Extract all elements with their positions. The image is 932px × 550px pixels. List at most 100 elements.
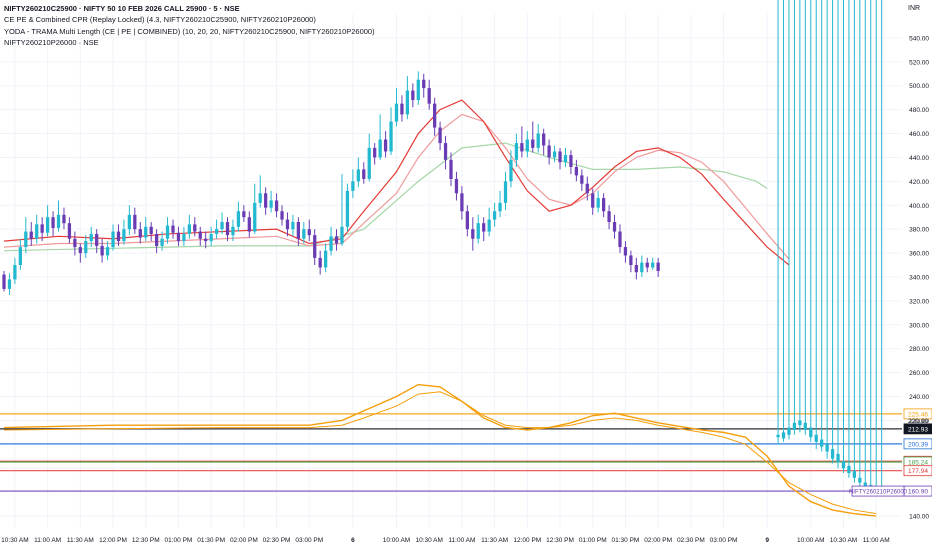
x-tick-label: 02:30 PM — [677, 537, 705, 544]
candle-body — [7, 279, 12, 289]
candle-body — [367, 147, 371, 179]
candle-body — [634, 265, 638, 273]
candle-body — [405, 90, 410, 115]
candle-body — [111, 231, 115, 248]
symbol-title[interactable]: NIFTY260210C25900 · NIFTY 50 10 FEB 2026… — [4, 4, 240, 13]
candle-body — [585, 183, 589, 194]
candle-body — [558, 151, 562, 163]
chart-grid — [0, 14, 902, 528]
candle-body — [307, 229, 311, 236]
level-tag-text: 212.93 — [908, 426, 928, 433]
candle-body — [863, 482, 867, 488]
y-tick-label: 520.00 — [909, 59, 929, 66]
x-tick-label: 02:00 PM — [644, 537, 672, 544]
y-tick-label: 420.00 — [909, 179, 929, 186]
candle-body — [841, 461, 846, 469]
candle-body — [492, 211, 497, 220]
currency-label[interactable]: INR — [908, 5, 921, 12]
candle-body — [236, 211, 241, 227]
candle-body — [138, 229, 142, 238]
candle-body — [253, 202, 257, 232]
candle-body — [487, 219, 491, 232]
y-tick-label: 380.00 — [909, 227, 929, 234]
chart-legend: NIFTY260210C25900 · NIFTY 50 10 FEB 2026… — [4, 3, 375, 49]
trama-long-line — [3, 142, 768, 252]
level-tag-box — [903, 438, 932, 450]
candle-body — [280, 211, 284, 220]
candle-body — [340, 226, 344, 244]
time-axis[interactable]: 10:30 AM 11:00 AM 11:30 AM 12:00 PM 12:30 PM… — [1, 537, 890, 544]
candle-body — [798, 420, 802, 426]
candle-body — [187, 224, 191, 234]
candle-body — [95, 233, 99, 246]
overlay-symbol-label[interactable]: NIFTY260210P26000 · NSE — [4, 38, 99, 48]
candle-body — [623, 247, 628, 256]
candle-body — [323, 250, 328, 268]
x-tick-label: 10:00 AM — [383, 537, 410, 544]
candle-body — [269, 200, 273, 208]
level-tag-text: 225.46 — [908, 411, 928, 418]
candle-body — [302, 229, 306, 239]
candle-body — [291, 221, 295, 230]
x-tick-label: 11:00 AM — [863, 537, 890, 544]
candle-body — [165, 225, 170, 239]
candle-body — [858, 477, 862, 483]
candle-body — [781, 432, 786, 439]
candle-body — [160, 238, 164, 246]
y-tick-label: 440.00 — [909, 155, 929, 162]
overlay-name-tag-box — [851, 485, 905, 497]
candle-body — [193, 224, 197, 232]
candle-body — [792, 422, 797, 430]
x-tick-label: 01:30 PM — [197, 537, 225, 544]
candle-body — [471, 229, 475, 239]
candle-body — [198, 231, 202, 239]
y-tick-label: 500.00 — [909, 83, 929, 90]
x-tick-label: 01:00 PM — [165, 537, 193, 544]
candle-body — [242, 211, 246, 218]
candle-body — [531, 139, 535, 148]
y-tick-label: 260.00 — [909, 370, 929, 377]
candle-body — [580, 175, 584, 184]
candle-body — [29, 231, 33, 239]
x-tick-label: 11:00 AM — [448, 537, 475, 544]
candle-body — [394, 103, 399, 122]
x-tick-label: 10:00 AM — [797, 537, 824, 544]
axis-220-tag: 220.00 — [908, 418, 928, 425]
candle-body — [182, 233, 186, 242]
y-tick-label: 320.00 — [909, 298, 929, 305]
candle-body — [503, 181, 508, 203]
indicator-cpr-label[interactable]: CE PE & Combined CPR (Replay Locked) (4.… — [4, 15, 316, 25]
candle-body — [383, 139, 388, 152]
indicator-trama-label[interactable]: YODA - TRAMA Multi Length (CE | PE | COM… — [4, 26, 375, 36]
candle-body — [373, 147, 377, 158]
candle-body — [2, 274, 6, 289]
candle-body — [35, 224, 39, 239]
candle-body — [847, 465, 851, 474]
candle-body — [509, 159, 513, 182]
candle-body — [45, 217, 50, 233]
candle-body — [389, 121, 393, 152]
candle-body — [264, 193, 268, 208]
candle-body — [411, 90, 415, 101]
candle-body — [498, 202, 502, 212]
trama-slow-line — [3, 113, 790, 260]
candle-body — [563, 155, 568, 163]
candle-body — [433, 103, 437, 128]
x-tick-label: 01:30 PM — [612, 537, 640, 544]
candle-body — [122, 229, 126, 242]
candle-body — [482, 223, 486, 232]
candle-body — [460, 193, 464, 212]
candle-body — [607, 211, 611, 222]
candle-body — [476, 223, 480, 239]
candle-body — [416, 79, 420, 101]
level-tag-text: 200.39 — [908, 441, 928, 448]
y-tick-label: 400.00 — [909, 203, 929, 210]
candle-body — [258, 193, 262, 203]
candle-body — [400, 103, 404, 115]
candle-body — [814, 434, 818, 442]
candle-body — [73, 238, 77, 248]
x-tick-label: 12:30 PM — [132, 537, 160, 544]
combined-smooth-line — [3, 391, 877, 515]
candle-body — [574, 167, 579, 176]
